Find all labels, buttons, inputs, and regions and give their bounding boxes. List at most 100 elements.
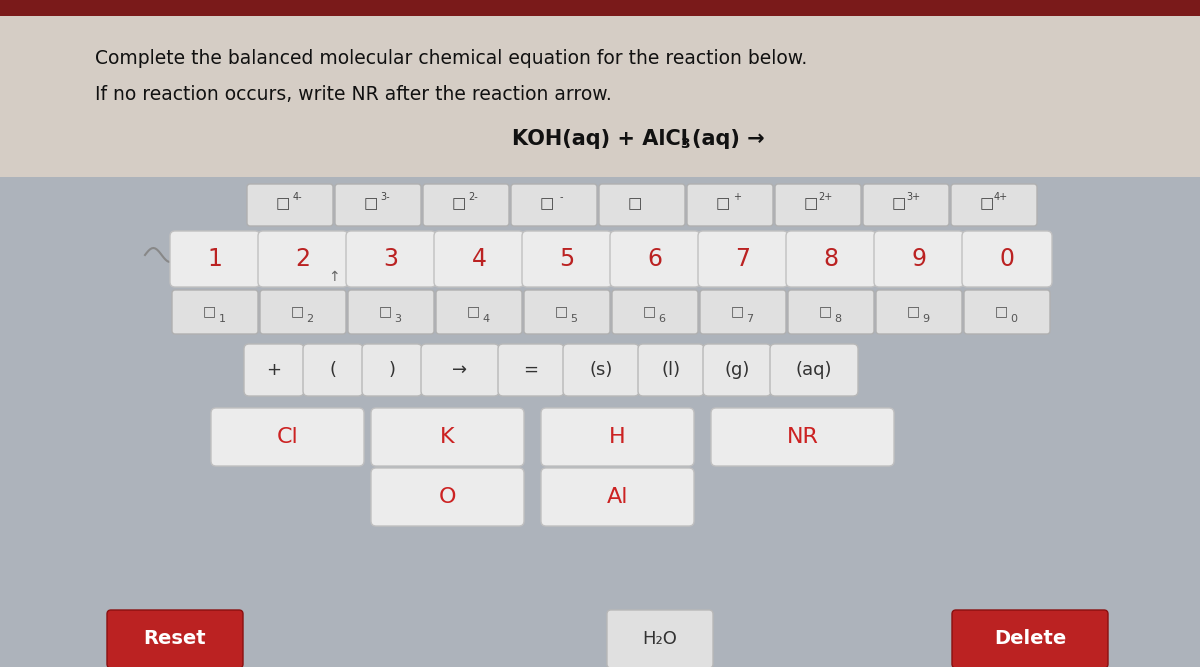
- Text: H: H: [610, 427, 626, 447]
- Text: □: □: [980, 197, 994, 211]
- FancyBboxPatch shape: [511, 184, 598, 226]
- Text: O: O: [439, 487, 456, 507]
- FancyBboxPatch shape: [172, 290, 258, 334]
- Text: (g): (g): [725, 361, 750, 379]
- FancyBboxPatch shape: [786, 231, 876, 287]
- Bar: [0, 0, 1200, 177]
- FancyBboxPatch shape: [788, 290, 874, 334]
- FancyBboxPatch shape: [952, 184, 1037, 226]
- FancyBboxPatch shape: [638, 344, 704, 396]
- Text: +: +: [266, 361, 282, 379]
- Text: Complete the balanced molecular chemical equation for the reaction below.: Complete the balanced molecular chemical…: [95, 49, 808, 69]
- Text: □: □: [892, 197, 906, 211]
- Text: 0: 0: [1000, 247, 1014, 271]
- FancyBboxPatch shape: [107, 610, 242, 667]
- FancyBboxPatch shape: [607, 610, 713, 667]
- Text: Al: Al: [607, 487, 629, 507]
- Text: Reset: Reset: [144, 630, 206, 648]
- Text: Cl: Cl: [277, 427, 299, 447]
- FancyBboxPatch shape: [599, 184, 685, 226]
- FancyBboxPatch shape: [346, 231, 436, 287]
- Text: □: □: [731, 304, 744, 318]
- Text: ↑: ↑: [328, 270, 340, 284]
- FancyBboxPatch shape: [258, 231, 348, 287]
- FancyBboxPatch shape: [610, 231, 700, 287]
- Text: □: □: [540, 197, 554, 211]
- Text: 7: 7: [746, 314, 754, 324]
- FancyBboxPatch shape: [362, 344, 422, 396]
- FancyBboxPatch shape: [247, 184, 334, 226]
- Text: →: →: [452, 361, 468, 379]
- FancyBboxPatch shape: [874, 231, 964, 287]
- Text: 4-: 4-: [292, 192, 302, 202]
- FancyBboxPatch shape: [541, 468, 694, 526]
- FancyBboxPatch shape: [434, 231, 524, 287]
- FancyBboxPatch shape: [964, 290, 1050, 334]
- FancyBboxPatch shape: [775, 184, 862, 226]
- FancyBboxPatch shape: [863, 184, 949, 226]
- FancyBboxPatch shape: [612, 290, 698, 334]
- FancyBboxPatch shape: [211, 408, 364, 466]
- Text: 5: 5: [570, 314, 577, 324]
- Bar: [0, 0, 1200, 16]
- Text: (aq) →: (aq) →: [692, 129, 764, 149]
- FancyBboxPatch shape: [424, 184, 509, 226]
- Text: 3+: 3+: [906, 192, 920, 202]
- Text: 4+: 4+: [994, 192, 1008, 202]
- Text: KOH(aq) + AlCl: KOH(aq) + AlCl: [512, 129, 688, 149]
- Text: 3: 3: [395, 314, 402, 324]
- Text: 6: 6: [648, 247, 662, 271]
- Text: 5: 5: [559, 247, 575, 271]
- FancyBboxPatch shape: [703, 344, 772, 396]
- FancyBboxPatch shape: [952, 610, 1108, 667]
- Text: =: =: [523, 361, 539, 379]
- Text: 7: 7: [736, 247, 750, 271]
- FancyBboxPatch shape: [698, 231, 788, 287]
- FancyBboxPatch shape: [524, 290, 610, 334]
- Text: 3: 3: [680, 137, 690, 151]
- Text: (s): (s): [589, 361, 613, 379]
- Text: □: □: [716, 197, 730, 211]
- FancyBboxPatch shape: [244, 344, 304, 396]
- Text: □: □: [378, 304, 391, 318]
- FancyBboxPatch shape: [541, 408, 694, 466]
- Text: 1: 1: [218, 314, 226, 324]
- Text: (aq): (aq): [796, 361, 833, 379]
- Text: □: □: [276, 197, 290, 211]
- Text: +: +: [733, 192, 742, 202]
- FancyBboxPatch shape: [260, 290, 346, 334]
- Text: 4: 4: [472, 247, 486, 271]
- Text: □: □: [467, 304, 480, 318]
- Text: □: □: [804, 197, 818, 211]
- Text: 9: 9: [912, 247, 926, 271]
- FancyBboxPatch shape: [421, 344, 499, 396]
- Text: □: □: [642, 304, 655, 318]
- Text: Delete: Delete: [994, 630, 1066, 648]
- Text: 8: 8: [834, 314, 841, 324]
- FancyBboxPatch shape: [302, 344, 364, 396]
- FancyBboxPatch shape: [700, 290, 786, 334]
- Text: 3: 3: [384, 247, 398, 271]
- Text: □: □: [554, 304, 568, 318]
- Text: NR: NR: [786, 427, 818, 447]
- Text: □: □: [906, 304, 919, 318]
- FancyBboxPatch shape: [371, 408, 524, 466]
- Text: 9: 9: [923, 314, 930, 324]
- Text: K: K: [440, 427, 455, 447]
- FancyBboxPatch shape: [436, 290, 522, 334]
- Text: □: □: [452, 197, 466, 211]
- Text: 2: 2: [295, 247, 311, 271]
- FancyBboxPatch shape: [710, 408, 894, 466]
- Text: 2+: 2+: [818, 192, 832, 202]
- Text: -: -: [559, 192, 563, 202]
- Text: 3-: 3-: [380, 192, 390, 202]
- Text: H₂O: H₂O: [642, 630, 678, 648]
- Text: 2-: 2-: [468, 192, 478, 202]
- Text: □: □: [203, 304, 216, 318]
- Bar: [0, 177, 1200, 667]
- Text: □: □: [818, 304, 832, 318]
- Text: 8: 8: [823, 247, 839, 271]
- FancyBboxPatch shape: [686, 184, 773, 226]
- Text: □: □: [995, 304, 1008, 318]
- Text: (: (: [330, 361, 336, 379]
